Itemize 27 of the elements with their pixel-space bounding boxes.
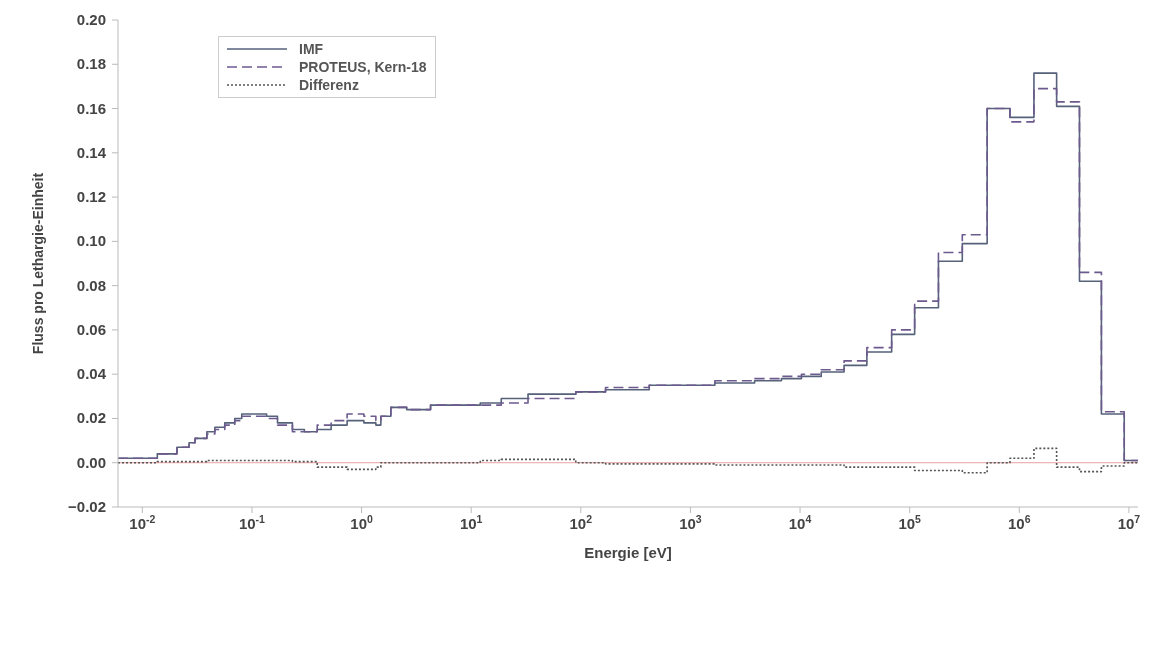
- legend-label: PROTEUS, Kern-18: [299, 58, 427, 76]
- legend-label: IMF: [299, 40, 324, 58]
- y-tick-label: 0.14: [76, 143, 107, 161]
- y-tick-label: 0.04: [76, 365, 107, 383]
- y-tick-label: 0.02: [76, 409, 106, 427]
- x-tick-label: 10$^{2}$: [569, 513, 593, 532]
- y-axis-title: Fluss pro Lethargie-Einheit: [29, 172, 46, 355]
- x-tick-label: 10$^{1}$: [459, 513, 483, 532]
- x-tick-label: 10$^{4}$: [788, 513, 812, 532]
- x-tick-label: 10$^{7}$: [1117, 513, 1141, 532]
- x-tick-label: 10$^{5}$: [898, 513, 922, 532]
- y-tick-label: 0.16: [76, 99, 106, 117]
- y-tick-label: 0.06: [76, 320, 106, 338]
- y-tick-label: 0.00: [76, 453, 106, 471]
- y-tick-label: 0.18: [76, 55, 106, 73]
- x-tick-label: 10$^{-1}$: [238, 513, 266, 532]
- y-tick-label: −0.02: [68, 498, 106, 515]
- x-tick-label: 10$^{0}$: [350, 513, 373, 532]
- x-tick-label: 10$^{-2}$: [129, 513, 156, 532]
- y-tick-label: 0.20: [76, 11, 106, 28]
- legend-label: Differenz: [299, 76, 359, 94]
- y-tick-label: 0.08: [76, 276, 106, 294]
- y-tick-label: 0.12: [76, 188, 106, 206]
- x-axis-title: Energie [eV]: [584, 544, 672, 561]
- x-tick-label: 10$^{3}$: [679, 513, 702, 532]
- x-tick-label: 10$^{6}$: [1008, 513, 1031, 532]
- y-tick-label: 0.10: [76, 232, 106, 250]
